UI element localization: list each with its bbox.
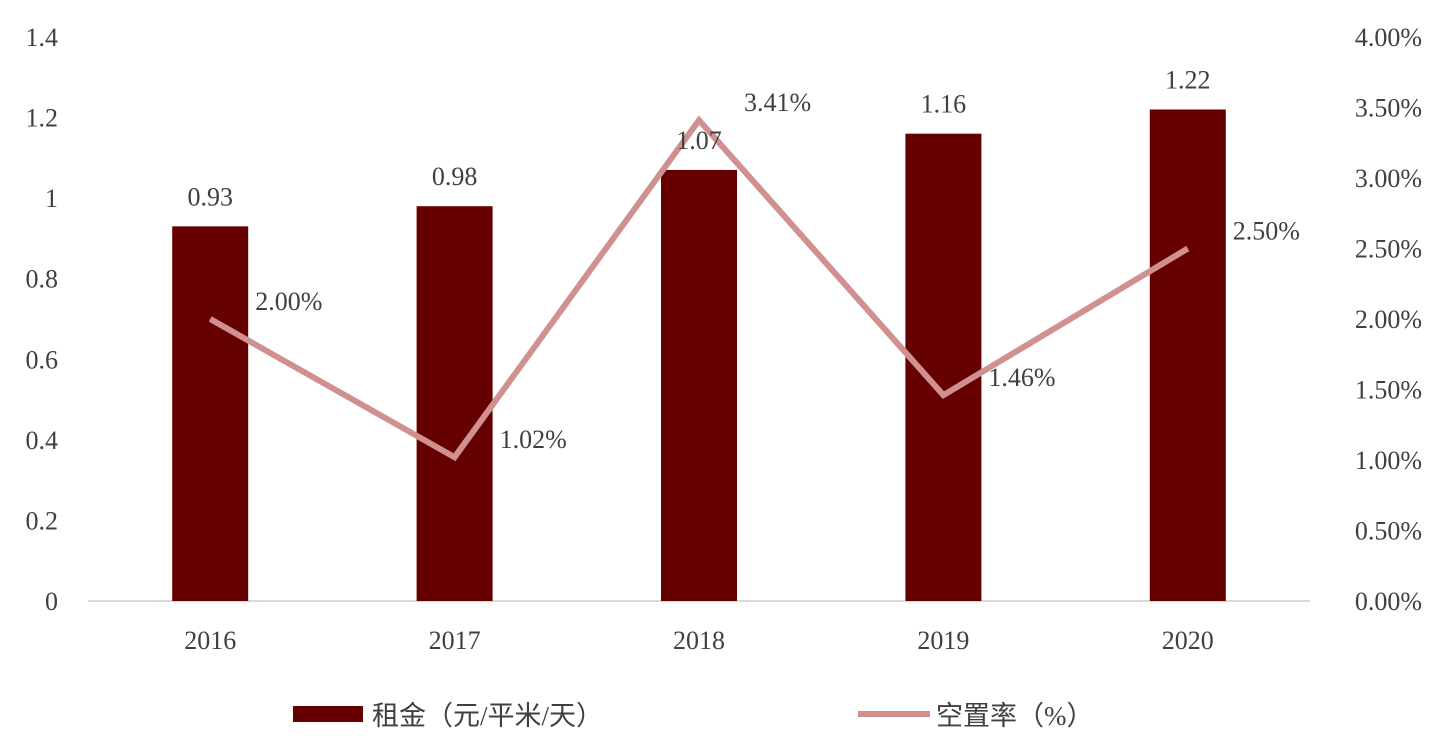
legend-swatch-rent	[293, 706, 363, 722]
right-tick-label: 0.50%	[1355, 517, 1422, 546]
right-tick-label: 3.50%	[1355, 94, 1422, 123]
right-tick-label: 0.00%	[1355, 587, 1422, 616]
left-tick-label: 0.8	[26, 265, 59, 294]
left-tick-label: 0.6	[26, 345, 59, 374]
line-value-label: 1.02%	[500, 425, 567, 454]
x-tick-label: 2017	[429, 626, 481, 655]
vacancy-line	[208, 115, 1190, 462]
bar-value-label: 1.07	[676, 126, 722, 155]
bar-data-labels: 0.93 0.98 1.07 1.16 1.22	[187, 66, 1210, 212]
x-axis-tick-labels: 2016 2017 2018 2019 2020	[184, 626, 1214, 655]
bar	[416, 206, 493, 601]
legend: 租金（元/平米/天） 空置率（%）	[293, 701, 1094, 731]
legend-label-rent: 租金（元/平米/天）	[372, 701, 603, 731]
right-tick-label: 1.50%	[1355, 376, 1422, 405]
line-value-label: 2.00%	[255, 287, 322, 316]
x-tick-label: 2016	[184, 626, 236, 655]
left-tick-label: 0	[45, 587, 58, 616]
right-tick-label: 3.00%	[1355, 164, 1422, 193]
left-tick-label: 0.2	[26, 506, 59, 535]
left-tick-label: 1.2	[26, 104, 59, 133]
right-tick-label: 2.50%	[1355, 235, 1422, 264]
line-value-label: 1.46%	[988, 363, 1055, 392]
bar	[172, 226, 249, 602]
left-tick-label: 1	[45, 184, 58, 213]
x-tick-label: 2018	[673, 626, 725, 655]
line-value-label: 2.50%	[1233, 217, 1300, 246]
bar-value-label: 0.93	[187, 182, 233, 211]
bar	[1149, 109, 1226, 601]
x-tick-label: 2019	[917, 626, 969, 655]
right-tick-label: 2.00%	[1355, 305, 1422, 334]
line-data-labels: 2.00% 1.02% 3.41% 1.46% 2.50%	[255, 88, 1300, 454]
bar-series	[172, 109, 1226, 602]
right-tick-label: 1.00%	[1355, 446, 1422, 475]
line-value-label: 3.41%	[744, 88, 811, 117]
bar	[661, 169, 737, 601]
bar-value-label: 0.98	[432, 162, 478, 191]
bar-value-label: 1.22	[1165, 66, 1211, 95]
left-axis-ticks: 0 0.2 0.4 0.6 0.8 1 1.2 1.4	[26, 23, 59, 616]
bar-value-label: 1.16	[921, 90, 967, 119]
legend-label-vacancy: 空置率（%）	[936, 701, 1094, 731]
line-series	[208, 115, 1190, 462]
right-axis-ticks: 0.00% 0.50% 1.00% 1.50% 2.00% 2.50% 3.00% 3.50%…	[1355, 23, 1422, 616]
x-tick-label: 2020	[1162, 626, 1214, 655]
right-tick-label: 4.00%	[1355, 23, 1422, 52]
left-tick-label: 1.4	[26, 23, 59, 52]
left-tick-label: 0.4	[26, 426, 59, 455]
